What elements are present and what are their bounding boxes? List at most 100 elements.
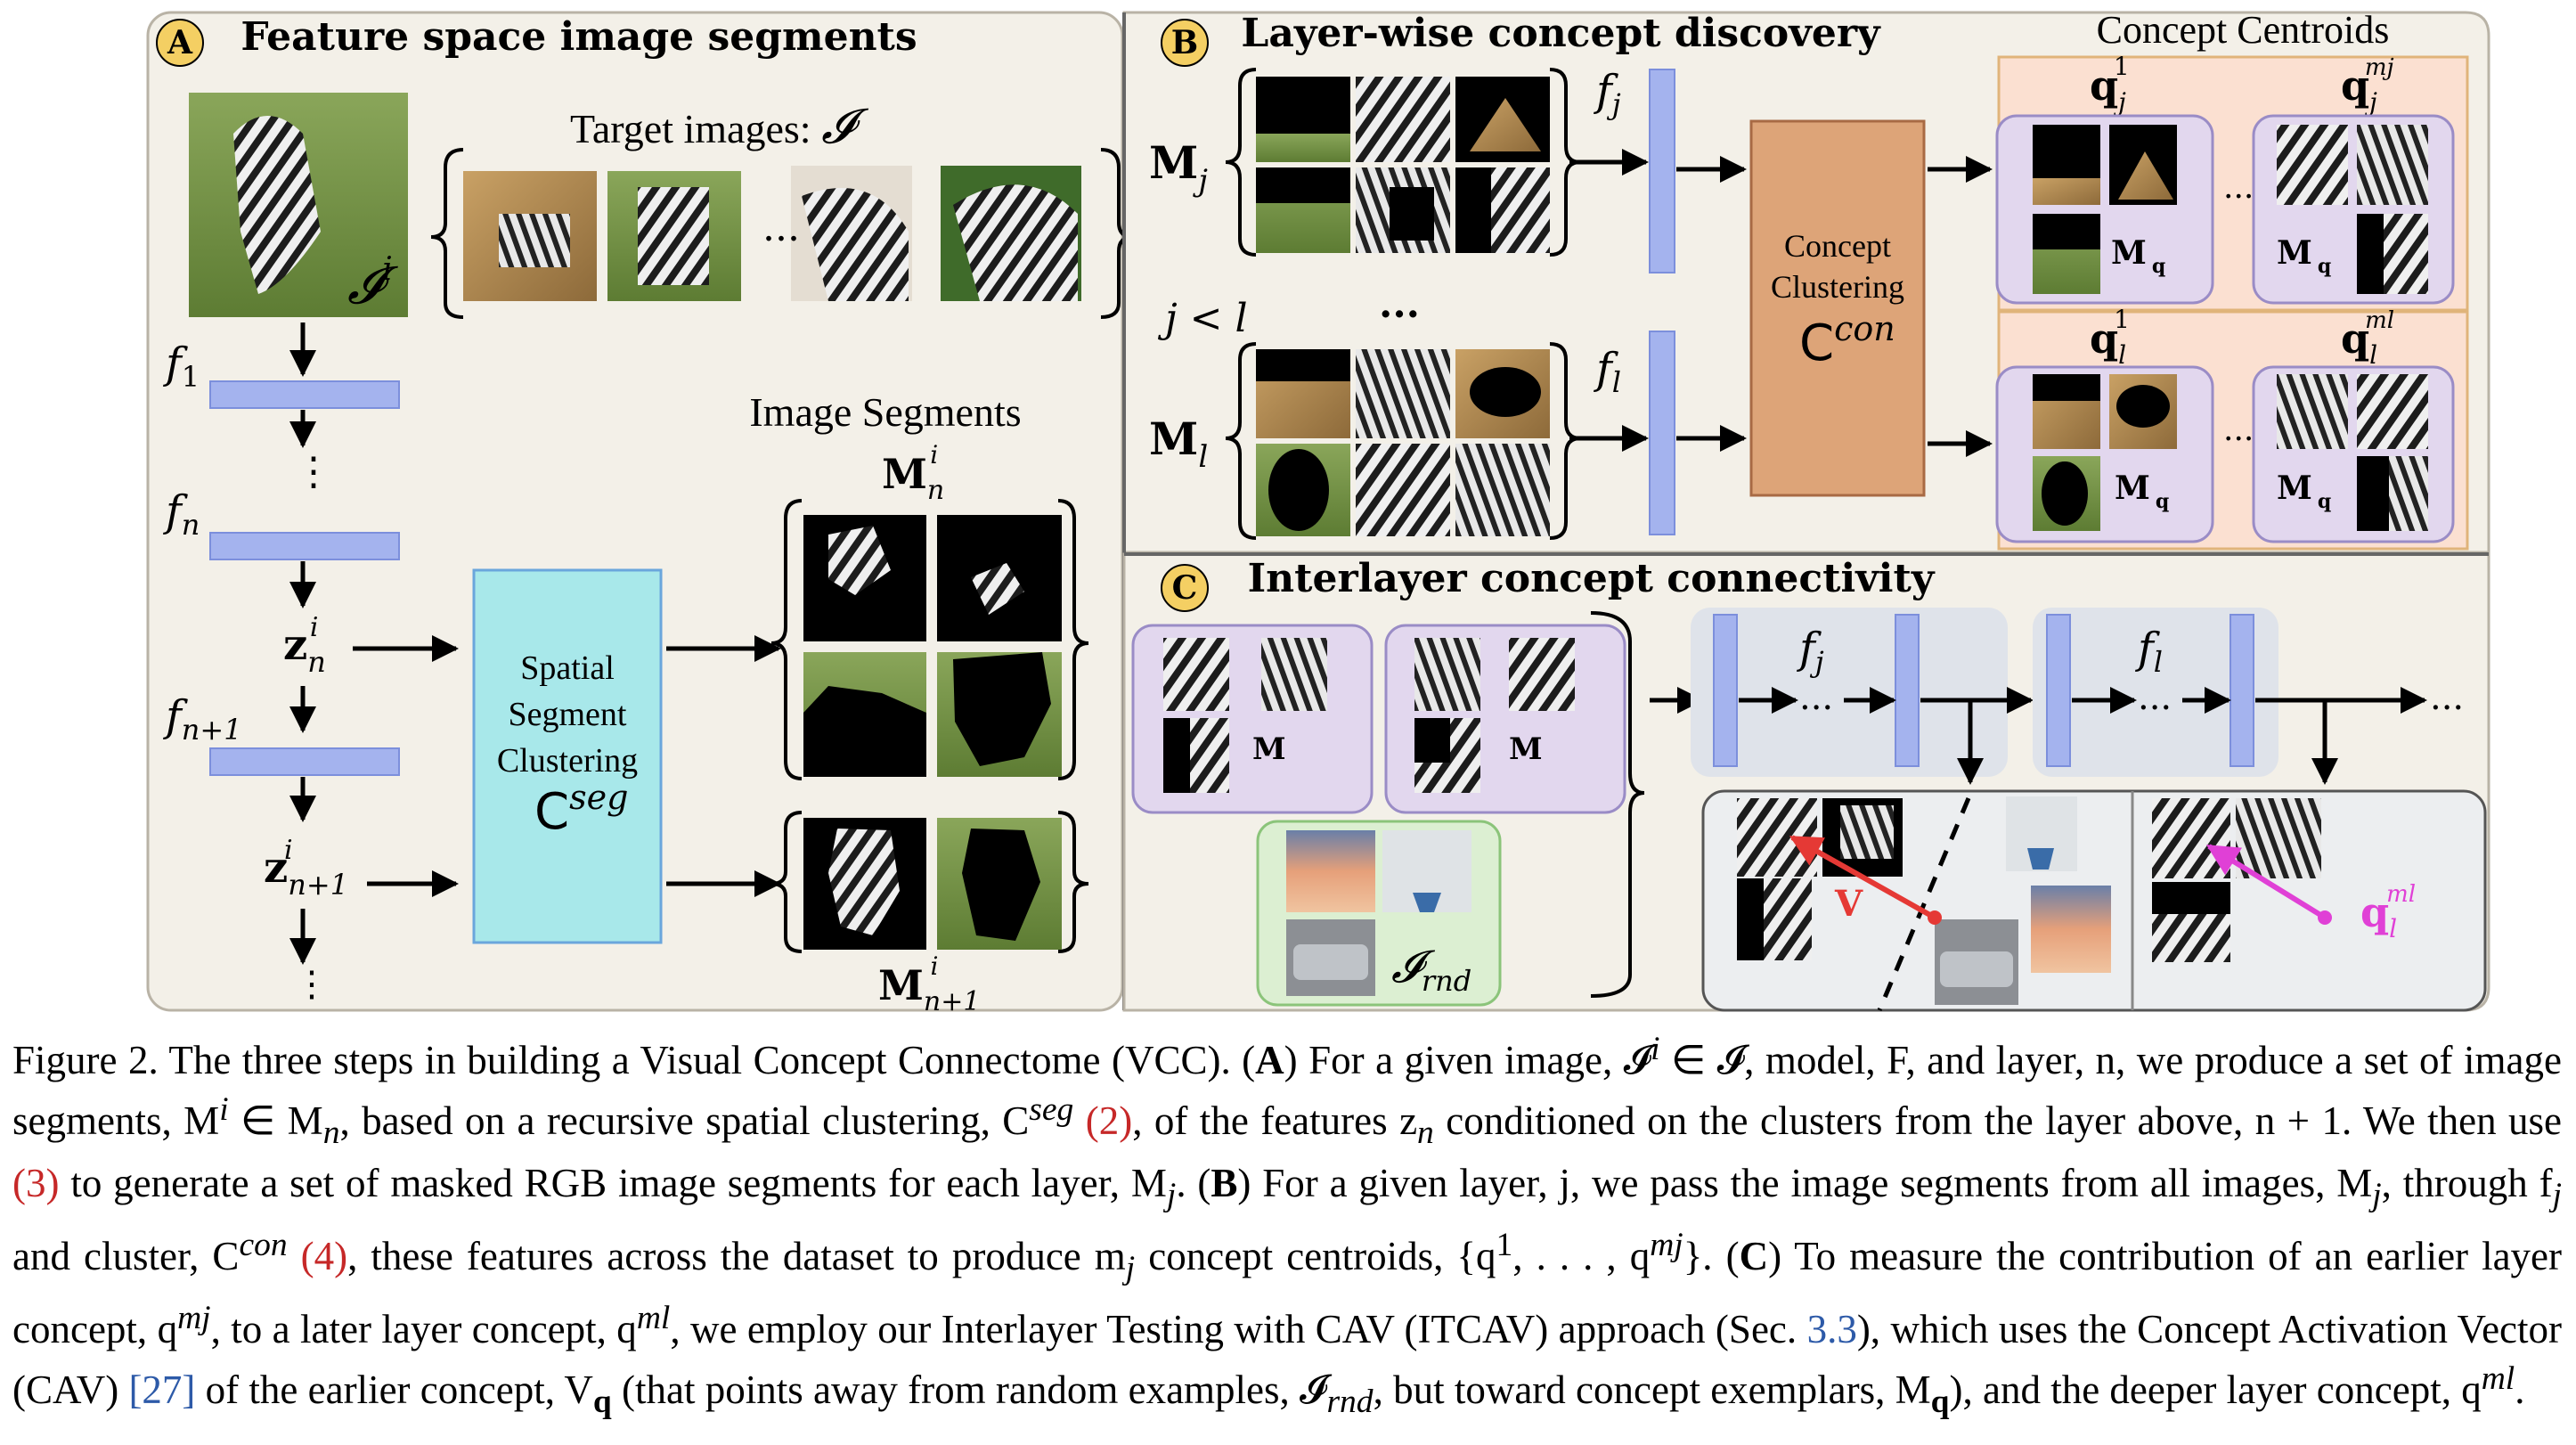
z-n-label: zni: [283, 612, 326, 679]
caption-sub-q: q: [592, 1384, 612, 1420]
caption-ref-sec[interactable]: 3.3: [1806, 1307, 1857, 1351]
caption-sub-j-4: j: [1125, 1250, 1136, 1286]
target-ellipsis: ...: [762, 205, 800, 250]
decision-boundary: [1877, 797, 1971, 1011]
caption-text-21: of the earlier concept, V: [195, 1367, 593, 1412]
caption-sup-i: i: [1651, 1031, 1660, 1067]
centroids-title: Concept Centroids: [2097, 8, 2390, 52]
caption-sup-seg: seg: [1029, 1091, 1074, 1128]
c-fj-block: [1691, 608, 2008, 777]
target-brace-left: [430, 148, 464, 319]
figure-caption: Figure 2. The three steps in building a …: [12, 1025, 2562, 1427]
caption-text-5: , based on a recursive spatial clusterin…: [339, 1098, 1030, 1143]
caption-sub-n: n: [322, 1114, 340, 1151]
layer-f1-label: f1: [163, 339, 200, 394]
layer-f1-bar: [209, 380, 400, 409]
concept-ql1-card: [1995, 365, 2214, 543]
b-fl-bar: [1649, 331, 1675, 535]
caption-text-19: , we employ our Interlayer Testing with …: [670, 1307, 1807, 1351]
caption-text-4: ∈ M: [228, 1098, 323, 1143]
caption-sub-j-2: j: [2372, 1177, 2382, 1213]
vdots-3: ⋮: [294, 964, 330, 1005]
caption-sup-ml-2: ml: [2481, 1360, 2515, 1397]
caption-sub-rnd: rnd: [1326, 1384, 1374, 1420]
layer-fn1-bar: [209, 747, 400, 776]
caption-text-20: ), which uses the Concept Activation Vec…: [12, 1307, 2563, 1412]
c-mq-j: M: [1252, 731, 1286, 767]
qlm-label: qlml: [2341, 307, 2394, 370]
m-n1-label: Mn+1i: [878, 951, 980, 1016]
caption-sub-n-2: n: [1417, 1114, 1434, 1151]
caption-text-6: , of the features z: [1132, 1098, 1418, 1143]
cav-label: V: [1834, 883, 1863, 925]
figure-diagram: A Feature space image segments 𝓘i Target…: [146, 8, 2490, 1016]
panel-a: A Feature space image segments 𝓘i Target…: [146, 11, 1134, 1016]
caption-sub-j: j: [1166, 1177, 1177, 1213]
caption-bold-b: B: [1211, 1161, 1238, 1205]
panel-c-title: Interlayer concept connectivity: [1248, 556, 1936, 601]
caption-text-23: , but toward concept exemplars, M: [1373, 1367, 1931, 1412]
panel-b-letter: B: [1171, 24, 1198, 61]
ccon-symbol: Ccon: [1799, 309, 1895, 372]
spatial-line-2: Segment: [509, 696, 627, 733]
caption-text-25: .: [2515, 1367, 2525, 1412]
caption-text-12: and cluster, C: [12, 1234, 240, 1278]
caption-text-22: (that points away from random examples, …: [611, 1367, 1327, 1412]
caption-text-17: ) To measure the contribution of an earl…: [12, 1234, 2562, 1351]
qj-ellipsis: ...: [2223, 169, 2254, 206]
q-magenta-label: qlml: [2360, 881, 2416, 943]
spatial-clustering-box: [472, 568, 663, 944]
caption-text-15: , . . . , q: [1512, 1234, 1651, 1278]
caption-bold-a: A: [1255, 1038, 1284, 1082]
caption-sup-con: con: [239, 1227, 288, 1263]
caption-ref-2[interactable]: (2): [1085, 1098, 1133, 1143]
caption-text-8: to generate a set of masked RGB image se…: [59, 1161, 1167, 1205]
c-dots-1: ...: [1799, 677, 1833, 718]
caption-text-10: ) For a given layer, j, we pass the imag…: [1237, 1161, 2373, 1205]
caption-bold-c: C: [1739, 1234, 1769, 1278]
spatial-line-1: Spatial: [520, 649, 615, 687]
c-fj-label: fj: [1797, 624, 1824, 679]
segments-n-grid: [803, 515, 1062, 777]
panel-a-title: Feature space image segments: [240, 14, 917, 60]
vdots-1: ⋮: [294, 449, 333, 494]
segments-n1-grid: [803, 818, 1062, 950]
caption-text-7: conditioned on the clusters from the lay…: [1433, 1098, 2562, 1143]
c-mq-l: M: [1509, 731, 1543, 767]
c-dots-3: ...: [2430, 677, 2464, 718]
caption-sub-q-2: q: [1930, 1384, 1950, 1420]
ml-label: Ml: [1149, 412, 1208, 475]
caption-sup-mj-2: mj: [177, 1300, 211, 1336]
ql-ellipsis: ...: [2223, 412, 2254, 448]
caption-figure-label: Figure 2.: [12, 1038, 159, 1082]
layer-fn-label: fn: [163, 486, 200, 542]
caption-text-14: concept centroids, {q: [1135, 1234, 1496, 1278]
cav-arrow: [1789, 835, 1936, 920]
caption-ref-27[interactable]: [27]: [128, 1367, 196, 1412]
panel-c: C Interlayer concept connectivity M M 𝓘r…: [1122, 552, 2490, 1012]
layer-fn1-label: fn+1: [163, 691, 242, 747]
qj1-label: qj1: [2090, 52, 2130, 117]
b-fj-bar: [1649, 69, 1675, 273]
caption-text-24: ), and the deeper layer concept, q: [1949, 1367, 2482, 1412]
caption-ref-4[interactable]: (4): [300, 1234, 348, 1278]
panel-b-title: Layer-wise concept discovery: [1241, 11, 1881, 56]
concept-line-1: Concept: [1784, 228, 1891, 264]
c-fl-block: [2033, 608, 2278, 777]
segments-title: Image Segments: [749, 389, 1021, 435]
caption-ref-3[interactable]: (3): [12, 1161, 60, 1205]
ml-grid: [1256, 349, 1550, 536]
caption-text-3: ∈ 𝓘, model, F, and layer, n, we produce …: [12, 1038, 2562, 1143]
panel-b: B Layer-wise concept discovery Mj j < l …: [1122, 8, 2490, 1010]
target-thumbnails: [463, 166, 1081, 301]
layer-fn-bar: [209, 532, 400, 560]
caption-text-18: , to a later layer concept, q: [210, 1307, 637, 1351]
caption-sub-j-3: j: [2552, 1177, 2562, 1213]
concept-line-2: Clustering: [1771, 269, 1904, 305]
concept-clustering-box: [1749, 119, 1926, 497]
cseg-symbol: Cseg: [534, 778, 628, 841]
caption-text-13: , these features across the dataset to p…: [347, 1234, 1126, 1278]
q-arrow: [2205, 844, 2327, 920]
concept-qj1-card: [1995, 114, 2214, 305]
